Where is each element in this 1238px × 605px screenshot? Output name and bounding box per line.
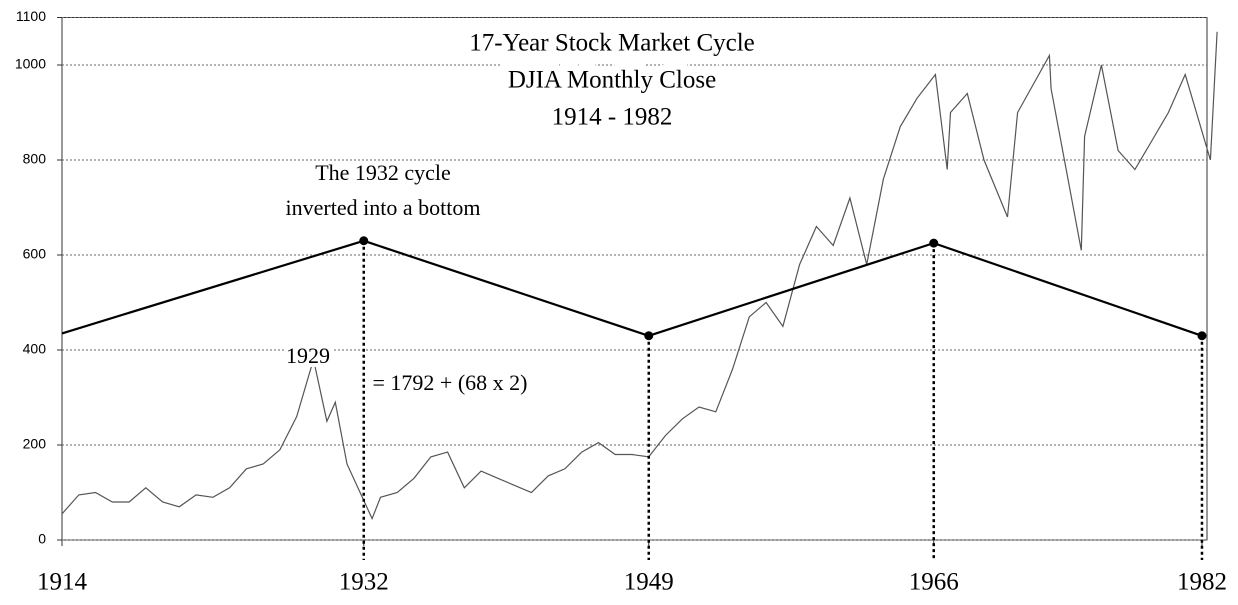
annotation: = 1792 + (68 x 2) — [373, 370, 528, 395]
cycle-point — [929, 238, 939, 248]
cycle-point — [359, 236, 369, 246]
x-tick-label: 1914 — [37, 569, 88, 596]
x-tick-label: 1949 — [624, 569, 674, 596]
y-tick-label: 0 — [38, 531, 46, 547]
chart-title: 1914 - 1982 — [552, 104, 673, 131]
chart-title: 17-Year Stock Market Cycle — [469, 30, 755, 57]
x-tick-label: 1932 — [339, 569, 389, 596]
y-tick-label: 600 — [23, 246, 47, 262]
x-tick-label: 1966 — [909, 569, 959, 596]
x-tick-label: 1982 — [1177, 569, 1227, 596]
marks — [61, 31, 1218, 560]
y-tick-label: 400 — [23, 341, 47, 357]
chart-title: DJIA Monthly Close — [508, 67, 716, 94]
y-tick-label: 1000 — [15, 56, 46, 72]
cycle-point — [1197, 331, 1207, 341]
cycle-point — [644, 331, 654, 341]
grid — [57, 17, 1208, 546]
annotation: 1929 — [286, 343, 330, 368]
series-line — [61, 31, 1218, 521]
y-tick-label: 1100 — [16, 8, 46, 24]
annotation: The 1932 cycle — [315, 160, 451, 185]
annotation: inverted into a bottom — [286, 195, 481, 220]
labels: 0 200 400 600 800 1000 1100 1914 1932 1949 1966 198… — [15, 8, 1227, 596]
y-tick-label: 800 — [23, 151, 47, 167]
y-tick-label: 200 — [23, 436, 47, 452]
